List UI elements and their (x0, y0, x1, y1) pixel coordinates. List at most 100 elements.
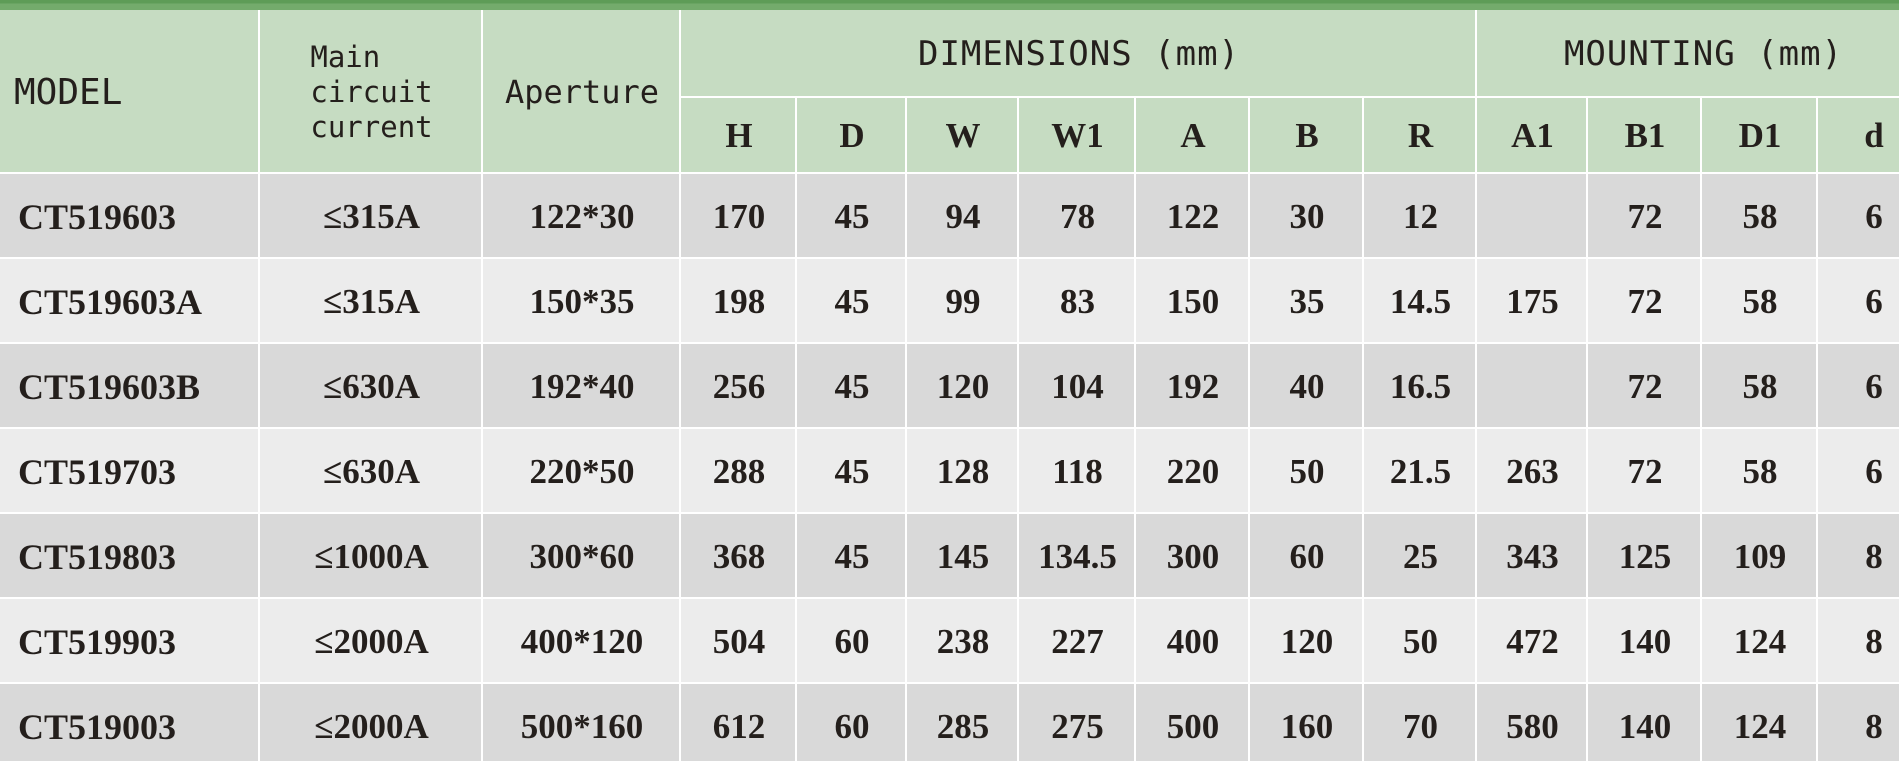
value-cell: 30 (1250, 174, 1364, 259)
value-cell: 612 (681, 684, 797, 761)
current-cell: ≤630A (260, 344, 483, 429)
value-cell: 170 (681, 174, 797, 259)
value-cell: 124 (1702, 684, 1818, 761)
value-cell: 140 (1588, 684, 1702, 761)
top-accent-bar (0, 0, 1899, 10)
col-header-a: A (1136, 98, 1250, 174)
col-header-a1: A1 (1477, 98, 1588, 174)
value-cell: 8 (1818, 684, 1899, 761)
col-header-w1: W1 (1019, 98, 1136, 174)
value-cell: 285 (907, 684, 1019, 761)
value-cell: 288 (681, 429, 797, 514)
current-cell: ≤2000A (260, 684, 483, 761)
header-model: MODEL (0, 10, 260, 174)
current-cell: ≤315A (260, 259, 483, 344)
value-cell: 220 (1136, 429, 1250, 514)
value-cell: 368 (681, 514, 797, 599)
value-cell: 500 (1136, 684, 1250, 761)
value-cell: 192 (1136, 344, 1250, 429)
header-aperture: Aperture (483, 10, 681, 174)
value-cell: 227 (1019, 599, 1136, 684)
model-cell: CT519603B (0, 344, 260, 429)
value-cell: 60 (1250, 514, 1364, 599)
aperture-cell: 500*160 (483, 684, 681, 761)
value-cell: 6 (1818, 174, 1899, 259)
current-cell: ≤630A (260, 429, 483, 514)
value-cell: 263 (1477, 429, 1588, 514)
value-cell: 400 (1136, 599, 1250, 684)
col-header-h: H (681, 98, 797, 174)
value-cell: 580 (1477, 684, 1588, 761)
value-cell: 198 (681, 259, 797, 344)
aperture-cell: 122*30 (483, 174, 681, 259)
value-cell: 472 (1477, 599, 1588, 684)
value-cell: 70 (1364, 684, 1477, 761)
value-cell: 94 (907, 174, 1019, 259)
aperture-cell: 300*60 (483, 514, 681, 599)
header-main-circuit-current: Main circuit current (260, 10, 483, 174)
value-cell: 8 (1818, 514, 1899, 599)
value-cell: 45 (797, 344, 907, 429)
current-cell: ≤1000A (260, 514, 483, 599)
value-cell: 175 (1477, 259, 1588, 344)
value-cell: 160 (1250, 684, 1364, 761)
value-cell: 58 (1702, 259, 1818, 344)
header-group-dimensions: DIMENSIONS (mm) (681, 10, 1477, 98)
value-cell: 72 (1588, 429, 1702, 514)
value-cell: 124 (1702, 599, 1818, 684)
value-cell: 12 (1364, 174, 1477, 259)
current-cell: ≤315A (260, 174, 483, 259)
value-cell: 343 (1477, 514, 1588, 599)
value-cell: 128 (907, 429, 1019, 514)
value-cell: 72 (1588, 174, 1702, 259)
model-cell: CT519603A (0, 259, 260, 344)
value-cell: 40 (1250, 344, 1364, 429)
model-cell: CT519603 (0, 174, 260, 259)
value-cell: 78 (1019, 174, 1136, 259)
value-cell: 300 (1136, 514, 1250, 599)
value-cell: 504 (681, 599, 797, 684)
aperture-cell: 150*35 (483, 259, 681, 344)
spec-table: MODEL Main circuit current Aperture DIME… (0, 10, 1899, 761)
value-cell: 150 (1136, 259, 1250, 344)
current-cell: ≤2000A (260, 599, 483, 684)
value-cell: 45 (797, 514, 907, 599)
col-header-d-small: d (1818, 98, 1899, 174)
col-header-r: R (1364, 98, 1477, 174)
value-cell: 60 (797, 599, 907, 684)
value-cell (1477, 174, 1588, 259)
aperture-cell: 220*50 (483, 429, 681, 514)
value-cell: 35 (1250, 259, 1364, 344)
value-cell: 275 (1019, 684, 1136, 761)
value-cell: 58 (1702, 429, 1818, 514)
value-cell: 14.5 (1364, 259, 1477, 344)
header-group-mounting: MOUNTING (mm) (1477, 10, 1899, 98)
col-header-d: D (797, 98, 907, 174)
model-cell: CT519703 (0, 429, 260, 514)
value-cell: 122 (1136, 174, 1250, 259)
value-cell: 104 (1019, 344, 1136, 429)
value-cell: 6 (1818, 259, 1899, 344)
value-cell: 145 (907, 514, 1019, 599)
model-cell: CT519803 (0, 514, 260, 599)
col-header-w: W (907, 98, 1019, 174)
value-cell: 256 (681, 344, 797, 429)
value-cell: 25 (1364, 514, 1477, 599)
value-cell: 140 (1588, 599, 1702, 684)
value-cell: 125 (1588, 514, 1702, 599)
value-cell: 58 (1702, 174, 1818, 259)
aperture-cell: 192*40 (483, 344, 681, 429)
value-cell: 109 (1702, 514, 1818, 599)
value-cell: 45 (797, 174, 907, 259)
value-cell: 6 (1818, 344, 1899, 429)
value-cell: 8 (1818, 599, 1899, 684)
value-cell: 60 (797, 684, 907, 761)
value-cell: 45 (797, 259, 907, 344)
value-cell: 118 (1019, 429, 1136, 514)
aperture-cell: 400*120 (483, 599, 681, 684)
value-cell: 99 (907, 259, 1019, 344)
value-cell: 45 (797, 429, 907, 514)
value-cell: 120 (907, 344, 1019, 429)
col-header-b1: B1 (1588, 98, 1702, 174)
